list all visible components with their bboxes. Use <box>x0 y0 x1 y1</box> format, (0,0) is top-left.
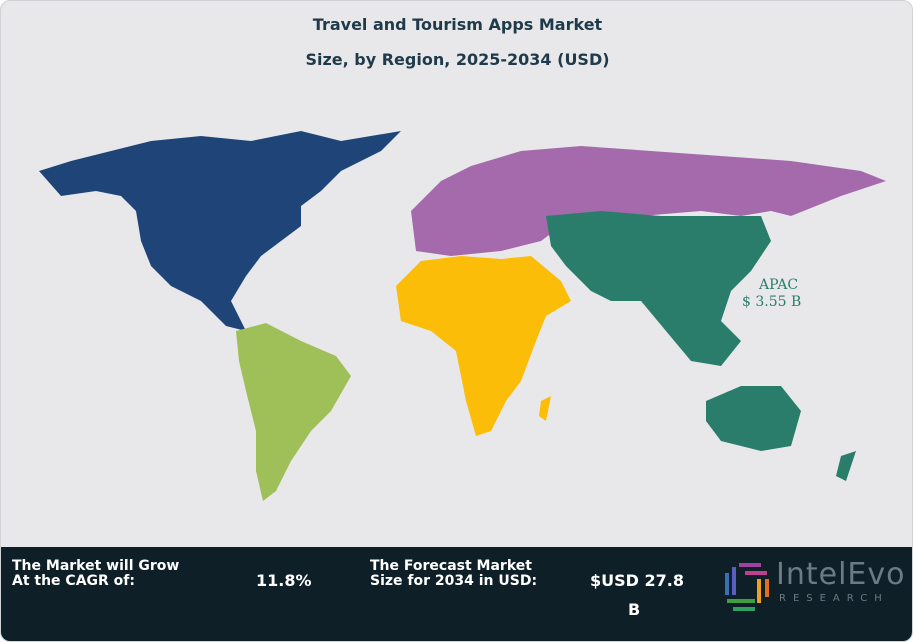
forecast-value-unit: B <box>628 600 641 619</box>
world-map <box>39 131 886 501</box>
forecast-label: The Forecast Market Size for 2034 in USD… <box>370 558 538 589</box>
intelevo-logo-icon <box>725 563 769 611</box>
cagr-label: The Market will Grow At the CAGR of: <box>12 558 180 589</box>
chart-title: Travel and Tourism Apps Market <box>312 15 603 34</box>
forecast-value: $USD 27.8 <box>590 571 684 590</box>
region-north-america[interactable] <box>39 131 401 331</box>
cagr-value: 11.8% <box>256 571 312 590</box>
chart-subtitle: Size, by Region, 2025-2034 (USD) <box>305 50 610 69</box>
region-mea[interactable] <box>396 256 571 436</box>
region-latin-america[interactable] <box>236 323 351 501</box>
region-europe[interactable] <box>411 146 886 256</box>
apac-label: APAC <box>759 277 799 293</box>
logo-name: IntelEvo <box>776 557 906 592</box>
apac-value: $ 3.55 B <box>742 294 802 310</box>
footer-panel: The Market will Grow At the CAGR of: 11.… <box>1 547 912 641</box>
logo-subtitle: RESEARCH <box>779 593 889 604</box>
region-apac[interactable] <box>546 211 856 481</box>
